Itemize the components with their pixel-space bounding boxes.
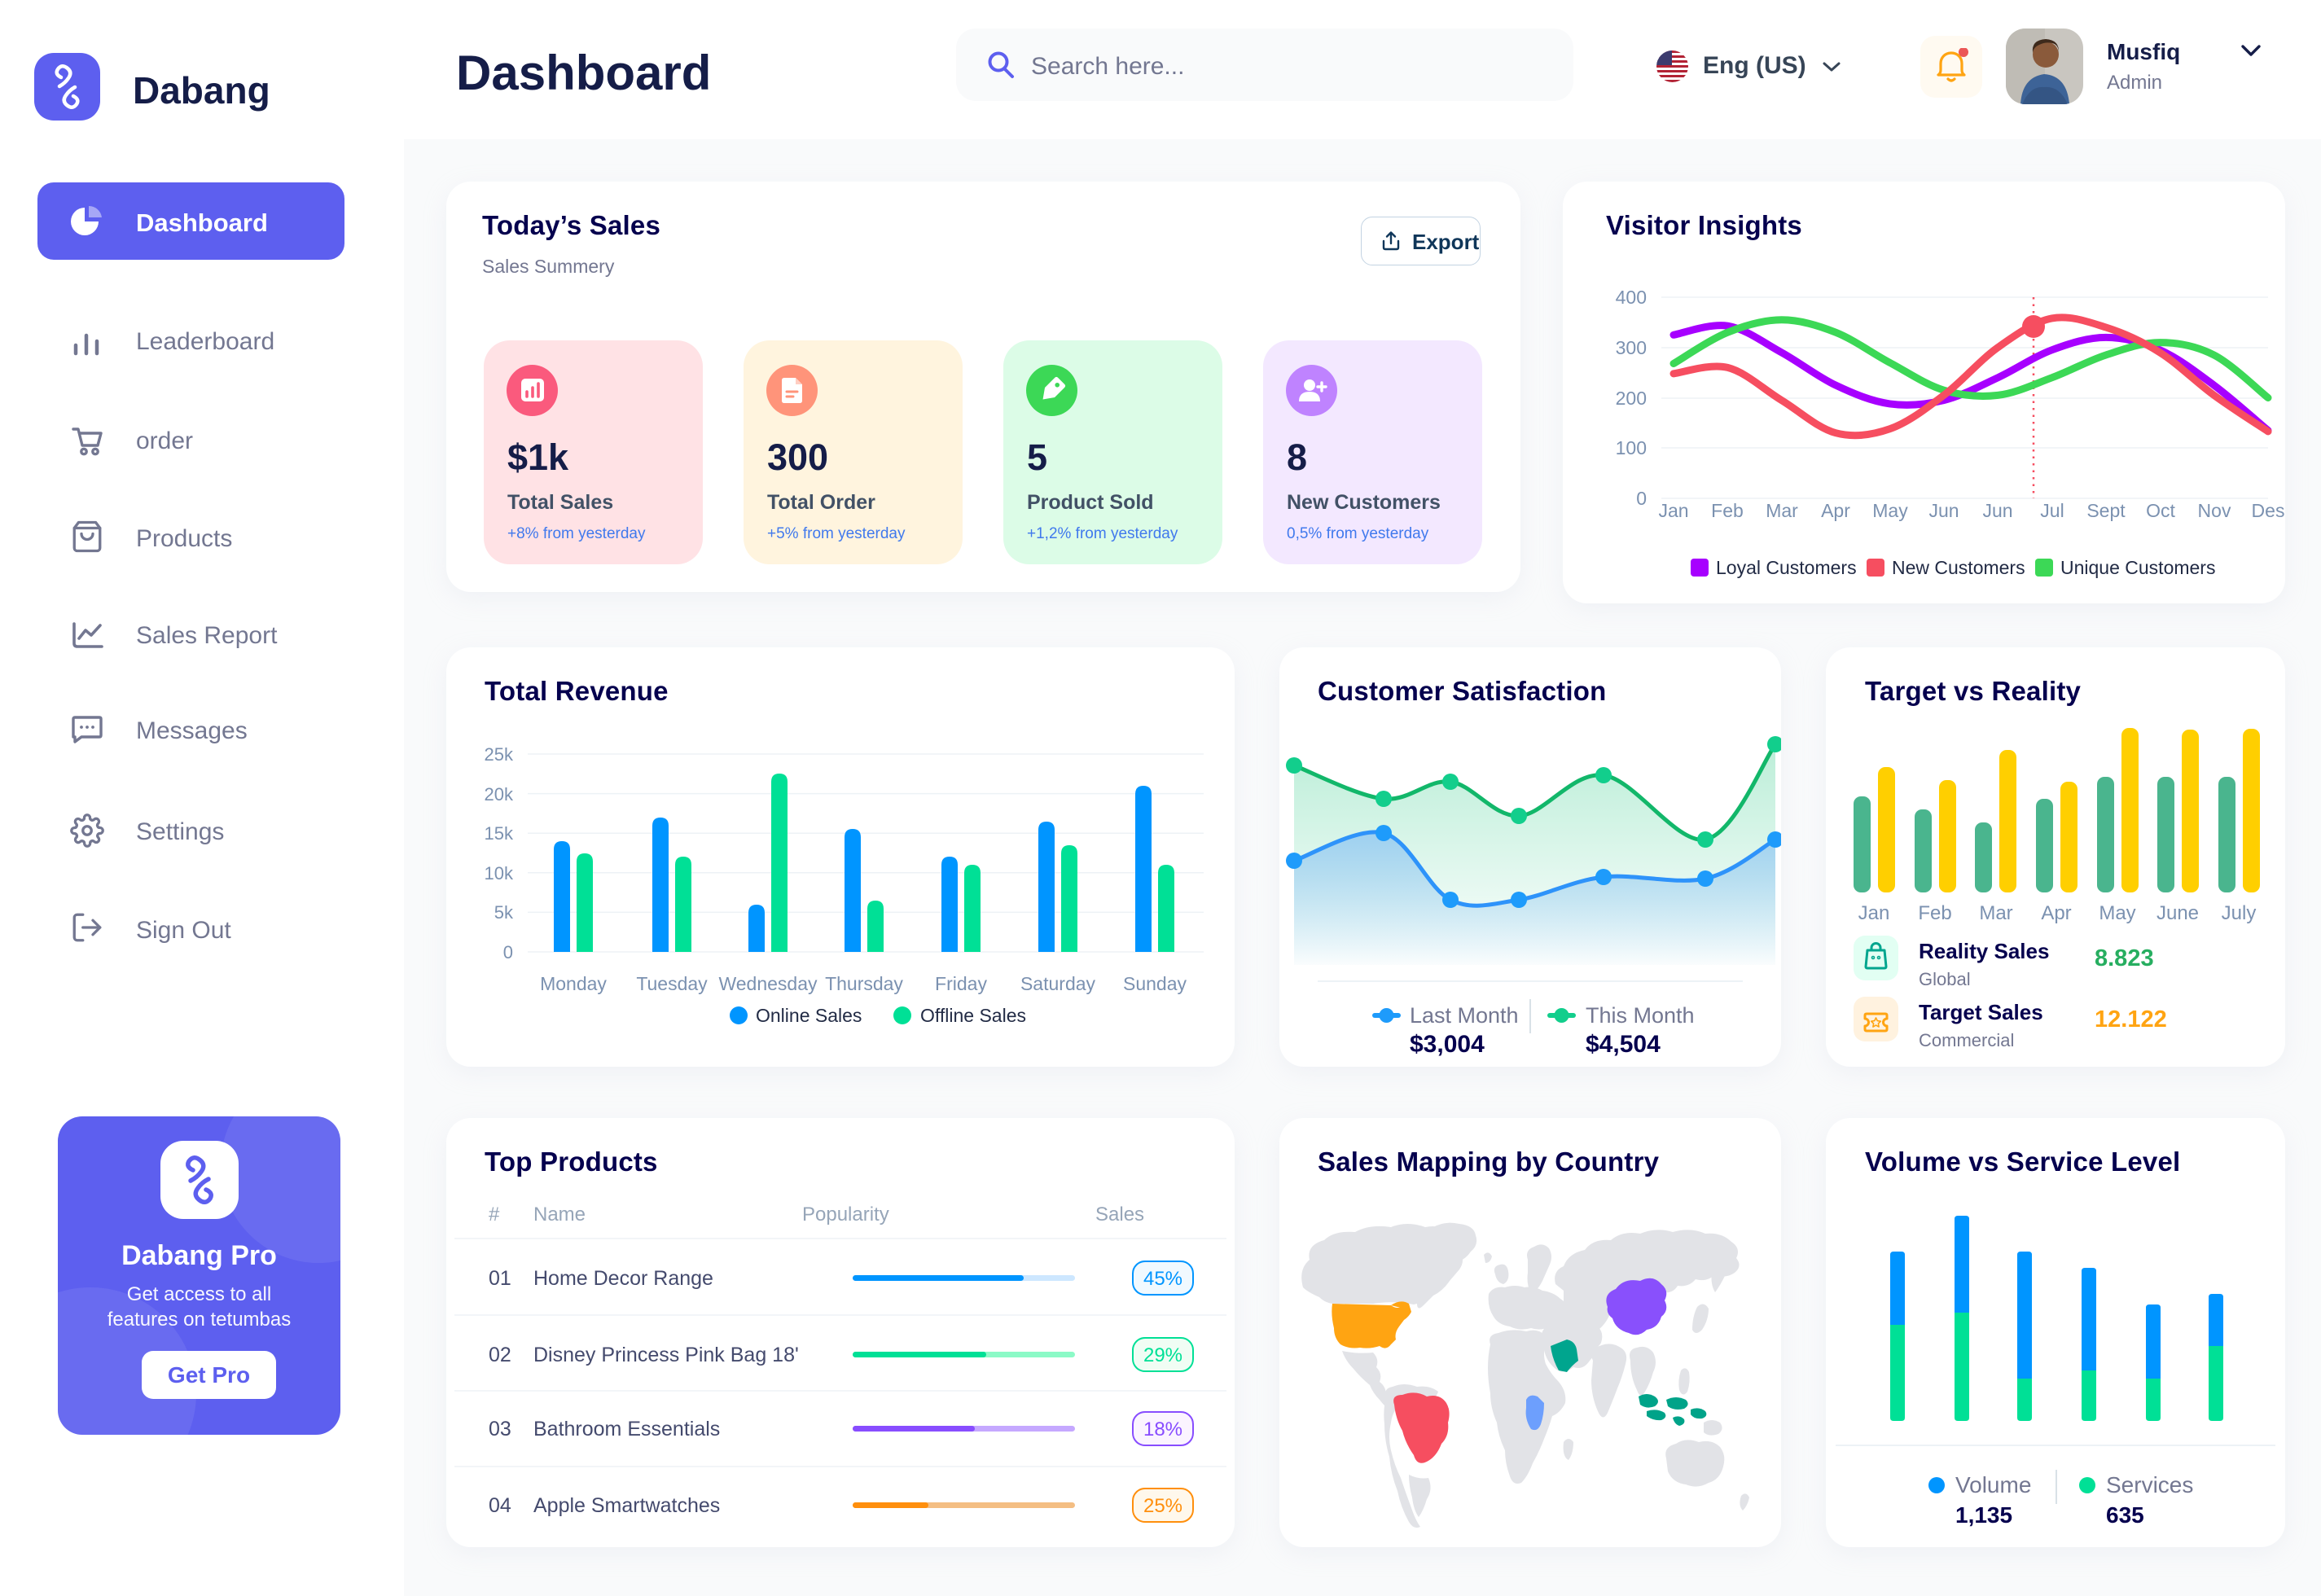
svg-text:04: 04 xyxy=(489,1494,511,1517)
svg-text:Nov: Nov xyxy=(2198,500,2231,521)
svg-text:Apple Smartwatches: Apple Smartwatches xyxy=(533,1494,720,1517)
svg-text:Friday: Friday xyxy=(935,973,987,994)
svg-text:8.823: 8.823 xyxy=(2095,945,2154,971)
svg-text:300: 300 xyxy=(1616,337,1647,358)
svg-text:Sept: Sept xyxy=(2086,500,2126,521)
svg-text:25k: 25k xyxy=(485,744,514,765)
svg-text:0: 0 xyxy=(1636,488,1647,509)
svg-text:Monday: Monday xyxy=(540,973,607,994)
svg-text:Des: Des xyxy=(2252,500,2285,521)
svg-text:Bathroom Essentials: Bathroom Essentials xyxy=(533,1418,720,1440)
svg-text:Popularity: Popularity xyxy=(802,1204,889,1226)
svg-text:20k: 20k xyxy=(485,784,514,805)
svg-text:Global: Global xyxy=(1919,969,1971,989)
svg-text:Jan: Jan xyxy=(1858,902,1890,924)
svg-text:Online Sales: Online Sales xyxy=(756,1005,862,1026)
svg-text:100: 100 xyxy=(1616,437,1647,458)
svg-text:Oct: Oct xyxy=(2146,500,2175,521)
svg-text:03: 03 xyxy=(489,1418,511,1440)
svg-text:May: May xyxy=(2099,902,2135,924)
svg-text:02: 02 xyxy=(489,1344,511,1366)
svg-text:Feb: Feb xyxy=(1711,500,1744,521)
svg-text:Home Decor Range: Home Decor Range xyxy=(533,1267,713,1290)
svg-text:Jun: Jun xyxy=(1928,500,1959,521)
svg-text:New Customers: New Customers xyxy=(1892,557,2025,578)
svg-text:Unique Customers: Unique Customers xyxy=(2060,557,2215,578)
svg-text:Mar: Mar xyxy=(1979,902,2012,924)
svg-text:1,135: 1,135 xyxy=(1955,1502,2012,1528)
svg-text:Last Month: Last Month xyxy=(1410,1003,1519,1028)
svg-text:July: July xyxy=(2222,902,2257,924)
svg-text:Disney Princess Pink Bag 18': Disney Princess Pink Bag 18' xyxy=(533,1344,799,1366)
svg-text:5k: 5k xyxy=(494,902,514,923)
svg-text:0: 0 xyxy=(503,942,513,962)
svg-text:Commercial: Commercial xyxy=(1919,1030,2014,1050)
svg-text:Services: Services xyxy=(2106,1472,2193,1497)
svg-text:Saturday: Saturday xyxy=(1020,973,1096,994)
svg-text:01: 01 xyxy=(489,1267,511,1290)
svg-text:12.122: 12.122 xyxy=(2095,1006,2167,1033)
svg-text:635: 635 xyxy=(2106,1502,2144,1528)
svg-text:Jan: Jan xyxy=(1658,500,1688,521)
svg-text:Thursday: Thursday xyxy=(825,973,903,994)
svg-text:Name: Name xyxy=(533,1204,586,1226)
svg-text:Target Sales: Target Sales xyxy=(1919,1000,2043,1024)
svg-text:Sunday: Sunday xyxy=(1123,973,1187,994)
svg-text:$3,004: $3,004 xyxy=(1410,1031,1485,1058)
svg-text:Loyal Customers: Loyal Customers xyxy=(1716,557,1857,578)
svg-text:Apr: Apr xyxy=(1821,500,1850,521)
svg-text:Wednesday: Wednesday xyxy=(718,973,818,994)
svg-text:Reality Sales: Reality Sales xyxy=(1919,939,2049,963)
svg-text:25%: 25% xyxy=(1143,1495,1182,1517)
svg-text:15k: 15k xyxy=(485,823,514,844)
svg-text:Tuesday: Tuesday xyxy=(636,973,708,994)
svg-text:400: 400 xyxy=(1616,287,1647,308)
svg-text:45%: 45% xyxy=(1143,1268,1182,1290)
svg-text:Sales: Sales xyxy=(1095,1204,1144,1226)
svg-text:Offline Sales: Offline Sales xyxy=(920,1005,1026,1026)
svg-text:Feb: Feb xyxy=(1918,902,1951,924)
svg-text:Mar: Mar xyxy=(1766,500,1798,521)
svg-text:Volume: Volume xyxy=(1955,1472,2031,1497)
svg-text:Jul: Jul xyxy=(2040,500,2064,521)
svg-text:200: 200 xyxy=(1616,388,1647,409)
svg-text:Apr: Apr xyxy=(2041,902,2071,924)
svg-text:May: May xyxy=(1872,500,1908,521)
svg-text:This Month: This Month xyxy=(1586,1003,1695,1028)
svg-text:29%: 29% xyxy=(1143,1344,1182,1366)
svg-text:#: # xyxy=(489,1204,500,1226)
svg-text:June: June xyxy=(2156,902,2199,924)
svg-text:Jun: Jun xyxy=(1982,500,2012,521)
svg-text:10k: 10k xyxy=(485,863,514,884)
svg-text:18%: 18% xyxy=(1143,1418,1182,1440)
svg-text:$4,504: $4,504 xyxy=(1586,1031,1661,1058)
